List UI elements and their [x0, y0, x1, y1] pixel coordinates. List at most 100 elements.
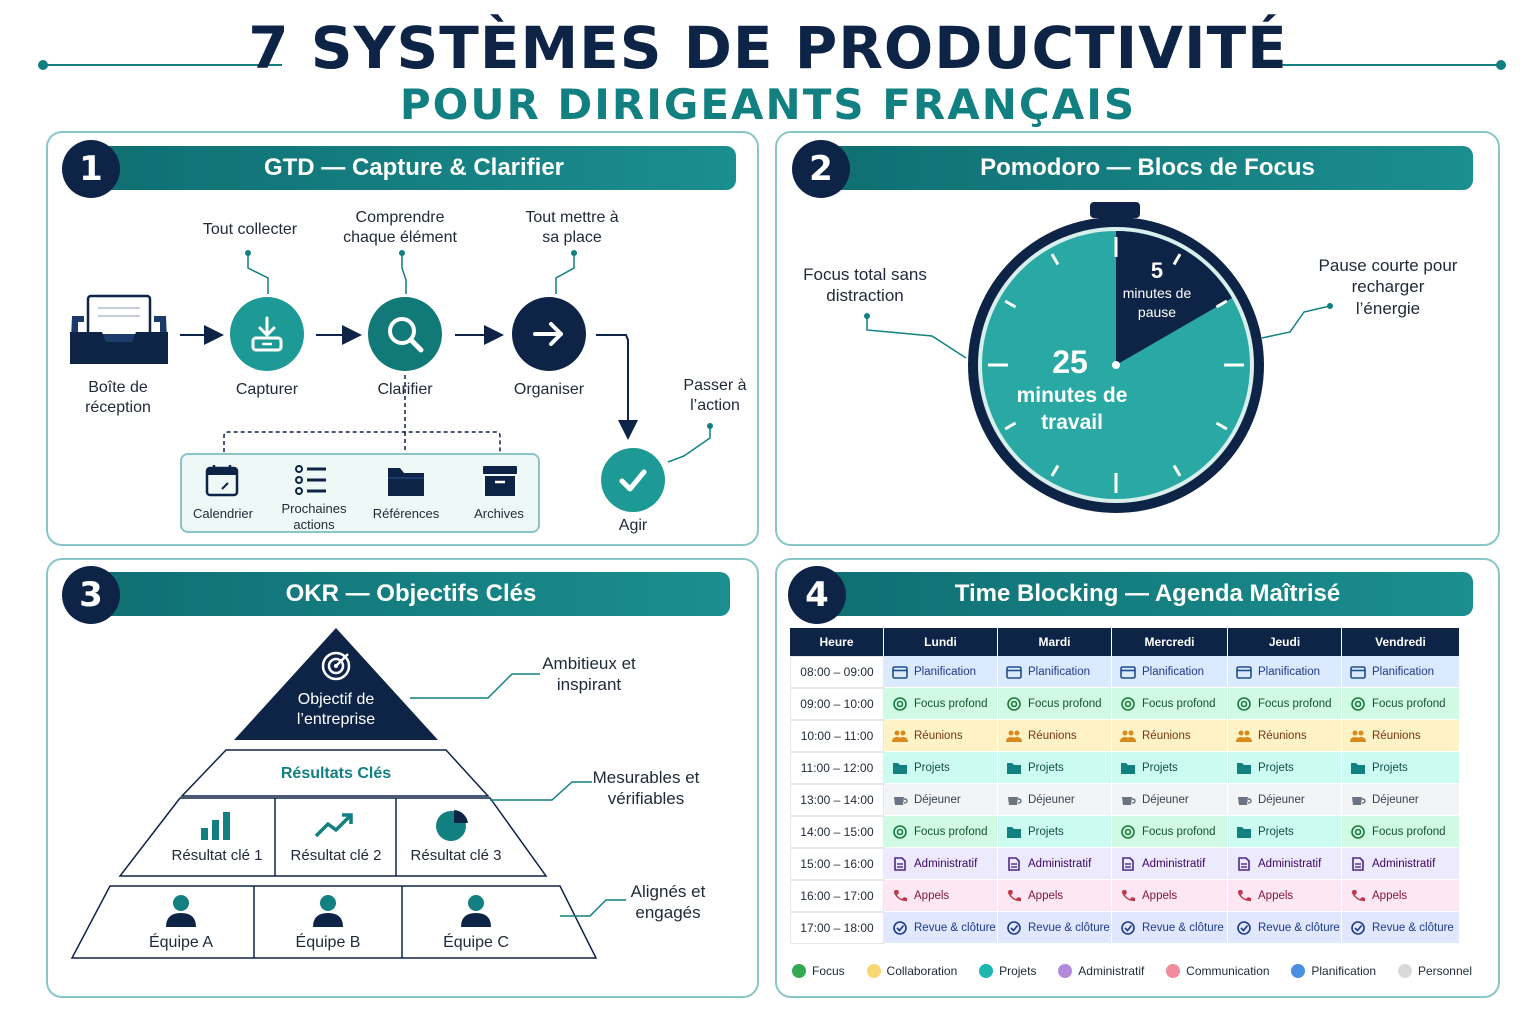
annotation-focus: Focus total sans distraction [803, 265, 927, 306]
phone-icon [1008, 889, 1021, 901]
time-slot: 09:00 – 10:00 [790, 688, 884, 720]
column-header-time: Heure [790, 628, 884, 656]
column-header-day: Lundi [884, 628, 998, 656]
document-icon [1352, 856, 1364, 871]
column-header-day: Mercredi [1112, 628, 1228, 656]
legend-label: Focus [812, 964, 845, 978]
agenda-cell-label: Administratif [1142, 857, 1206, 870]
calendar-icon [892, 665, 908, 679]
agenda-cell[interactable]: Projets [884, 752, 998, 784]
agenda-cell[interactable]: Focus profond [884, 688, 998, 720]
agenda-cell-label: Revue & clôture [1028, 921, 1110, 934]
panel-gtd-number: 1 [62, 140, 120, 198]
agenda-cell[interactable]: Projets [1112, 752, 1228, 784]
legend-swatch [979, 964, 994, 978]
document-icon [1238, 856, 1250, 871]
capture-label: Capturer [235, 381, 299, 398]
calendar-icon [1006, 665, 1022, 679]
agenda-cell-label: Projets [1258, 761, 1294, 774]
agenda-cell[interactable]: Projets [1228, 816, 1342, 848]
agenda-cell[interactable]: Focus profond [1112, 688, 1228, 720]
key-results-title: Résultats Clés [280, 765, 392, 782]
organize-label: Organiser [513, 381, 585, 398]
agenda-cell[interactable]: Revue & clôture [1228, 912, 1342, 944]
folder-icon [893, 762, 907, 774]
agenda-cell[interactable]: Réunions [1112, 720, 1228, 752]
agenda-cell[interactable]: Revue & clôture [998, 912, 1112, 944]
agenda-cell[interactable]: Planification [884, 656, 998, 688]
agenda-cell-label: Appels [914, 889, 950, 902]
agenda-cell[interactable]: Administratif [998, 848, 1112, 880]
agenda-cell-label: Projets [1372, 761, 1408, 774]
agenda-cell[interactable]: Réunions [884, 720, 998, 752]
agenda-cell[interactable]: Planification [1228, 656, 1342, 688]
agenda-cell[interactable]: Appels [884, 880, 998, 912]
agenda-cell[interactable]: Déjeuner [1112, 784, 1228, 816]
agenda-cell[interactable]: Projets [998, 752, 1112, 784]
agenda-cell[interactable]: Appels [1112, 880, 1228, 912]
person-icon [461, 895, 491, 927]
agenda-cell[interactable]: Revue & clôture [1112, 912, 1228, 944]
pie-chart-icon [436, 810, 468, 841]
agenda-cell[interactable]: Focus profond [998, 688, 1112, 720]
folder-icon [388, 468, 424, 496]
agenda-cell[interactable]: Focus profond [1112, 816, 1228, 848]
agenda-cell[interactable]: Administratif [884, 848, 998, 880]
agenda-cell[interactable]: Revue & clôture [884, 912, 998, 944]
capture-step [230, 297, 304, 371]
column-header-day: Vendredi [1342, 628, 1460, 656]
time-slot: 10:00 – 11:00 [790, 720, 884, 752]
agenda-cell-label: Planification [1142, 665, 1205, 678]
agenda-cell[interactable]: Administratif [1228, 848, 1342, 880]
agenda-cell-label: Focus profond [1372, 825, 1446, 838]
agenda-cell-label: Déjeuner [1258, 793, 1305, 806]
time-slot: 08:00 – 09:00 [790, 656, 884, 688]
agenda-cell[interactable]: Appels [1228, 880, 1342, 912]
agenda-cell[interactable]: Focus profond [1342, 688, 1460, 720]
act-label: Agir [618, 517, 648, 534]
title-line-right [1282, 64, 1502, 66]
act-step [601, 448, 665, 512]
legend-item: Collaboration [866, 964, 957, 978]
agenda-cell[interactable]: Revue & clôture [1342, 912, 1460, 944]
agenda-cell[interactable]: Appels [1342, 880, 1460, 912]
agenda-cell[interactable]: Déjeuner [998, 784, 1112, 816]
annotation-pause: Pause courte pour recharger l’énergie [1318, 256, 1458, 318]
document-icon [1122, 856, 1134, 871]
phone-icon [1122, 889, 1135, 901]
agenda-cell[interactable]: Projets [1228, 752, 1342, 784]
team-c: Équipe C [443, 934, 509, 951]
panel-pomodoro-number: 2 [792, 140, 850, 198]
main-title: 7 SYSTÈMES DE PRODUCTIVITÉ [248, 14, 1288, 82]
agenda-cell[interactable]: Focus profond [1342, 816, 1460, 848]
agenda-cell-label: Focus profond [1142, 825, 1216, 838]
agenda-cell[interactable]: Déjeuner [884, 784, 998, 816]
annotation-collect: Tout collecter [202, 221, 298, 238]
agenda-cell[interactable]: Administratif [1342, 848, 1460, 880]
agenda-cell[interactable]: Focus profond [884, 816, 998, 848]
agenda-cell[interactable]: Réunions [1342, 720, 1460, 752]
agenda-cell[interactable]: Focus profond [1228, 688, 1342, 720]
agenda-cell[interactable]: Déjeuner [1228, 784, 1342, 816]
legend-item: Administratif [1058, 964, 1144, 978]
agenda-cell[interactable]: Projets [1342, 752, 1460, 784]
agenda-cell[interactable]: Planification [1112, 656, 1228, 688]
legend-swatch [866, 964, 881, 978]
agenda-cell[interactable]: Appels [998, 880, 1112, 912]
agenda-cell[interactable]: Projets [998, 816, 1112, 848]
agenda-cell-label: Déjeuner [1142, 793, 1189, 806]
agenda-cell[interactable]: Planification [998, 656, 1112, 688]
agenda-cell[interactable]: Déjeuner [1342, 784, 1460, 816]
time-slot: 11:00 – 12:00 [790, 752, 884, 784]
agenda-cell-label: Déjeuner [1028, 793, 1075, 806]
legend-item: Focus [792, 964, 845, 978]
agenda-cell[interactable]: Réunions [998, 720, 1112, 752]
agenda-cell-label: Réunions [1142, 729, 1191, 742]
legend-item: Communication [1166, 964, 1270, 978]
pomodoro-leaders [864, 303, 1333, 359]
agenda-cell-label: Planification [1028, 665, 1091, 678]
agenda-cell[interactable]: Administratif [1112, 848, 1228, 880]
agenda-cell[interactable]: Réunions [1228, 720, 1342, 752]
agenda-cell[interactable]: Planification [1342, 656, 1460, 688]
